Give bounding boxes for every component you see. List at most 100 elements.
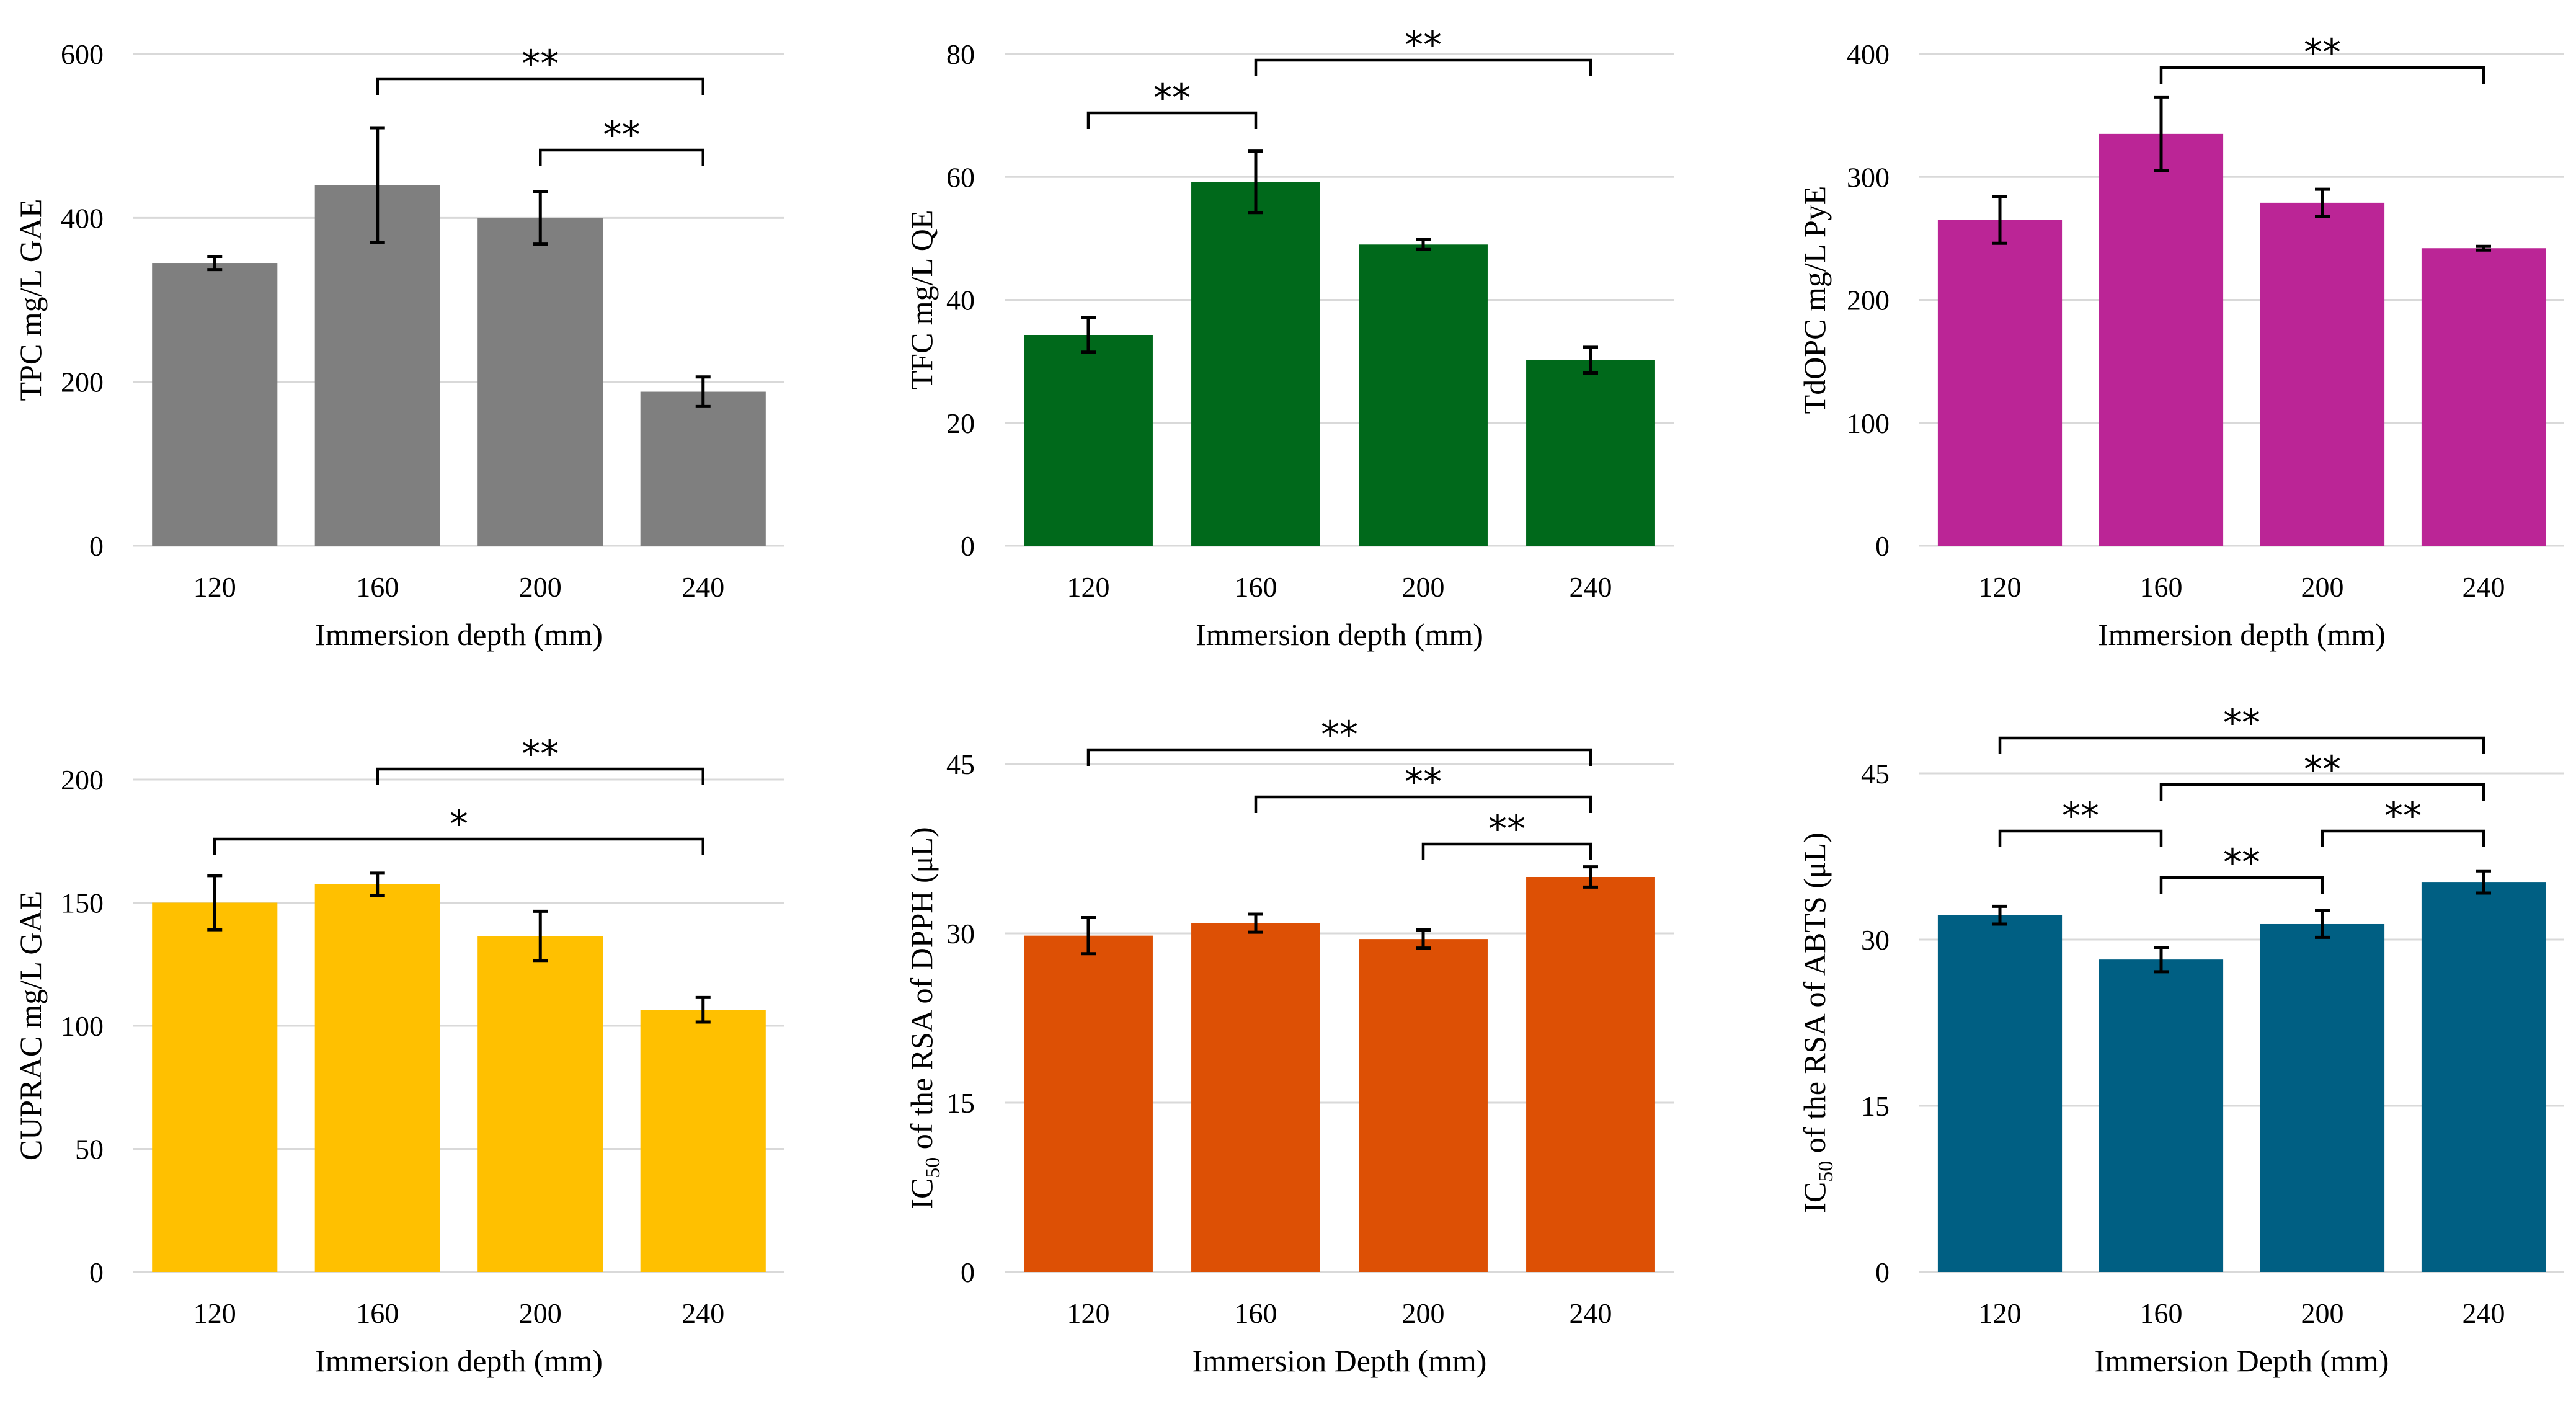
x-tick-label: 120: [1979, 571, 2022, 603]
x-tick-label: 200: [2301, 571, 2344, 603]
y-tick-label: 15: [1861, 1090, 1890, 1122]
bar: [477, 936, 603, 1272]
y-tick-label: 400: [61, 202, 104, 234]
bar: [477, 218, 603, 546]
x-axis-title: Immersion depth (mm): [315, 1343, 603, 1378]
y-tick-label: 600: [61, 38, 104, 70]
bar: [1359, 244, 1488, 546]
y-axis-title-suffix: of the RSA of ABTS (μL): [1797, 832, 1832, 1161]
y-tick-label: 50: [75, 1134, 104, 1165]
significance-bracket: [1086, 748, 1592, 766]
chart-tdopc: 0 100 200 300 400 120 160 200 240 Immersion depth…: [1797, 31, 2564, 652]
x-tick-label: 240: [2463, 571, 2505, 603]
chart-tfc: 0 20 40 60 80 120 160 200 240 Immersion depth (mm…: [904, 24, 1674, 652]
bar: [152, 263, 278, 546]
y-tick-label: 200: [61, 367, 104, 398]
bar: [1024, 335, 1153, 546]
significance-bracket: [376, 767, 704, 785]
y-tick-label: 200: [61, 764, 104, 796]
x-tick-label: 240: [682, 571, 724, 603]
y-axis-title: IC50 of the RSA of DPPH (μL): [904, 827, 944, 1209]
y-axis-title: TFC mg/L QE: [904, 210, 939, 390]
x-tick-label: 160: [1235, 1297, 1277, 1329]
y-tick-label: 80: [946, 38, 975, 70]
bar: [152, 902, 278, 1272]
significance-bracket: [2159, 66, 2485, 84]
chart-dpph: 0 15 30 45 120 160 200 240 Immersion Depth (mm) I…: [904, 713, 1674, 1378]
bar: [1024, 935, 1153, 1272]
significance-bracket: [1254, 58, 1592, 76]
y-tick-label: 300: [1847, 161, 1890, 193]
significance-bracket: [2321, 829, 2485, 847]
y-tick-label: 20: [946, 407, 975, 439]
x-tick-label: 240: [2463, 1297, 2505, 1329]
y-tick-label: 40: [946, 285, 975, 316]
y-axis-title-prefix: IC: [904, 1178, 939, 1209]
bar: [1191, 182, 1320, 546]
x-tick-label: 120: [1067, 571, 1110, 603]
x-tick-label: 200: [1402, 1297, 1445, 1329]
significance-label: **: [1153, 76, 1191, 120]
bar: [2260, 202, 2385, 546]
significance-label: **: [1405, 760, 1442, 804]
significance-label: **: [2223, 841, 2260, 884]
x-axis-title: Immersion depth (mm): [1196, 617, 1483, 652]
y-axis-title-subscript: 50: [922, 1157, 944, 1178]
bar: [1526, 360, 1655, 546]
y-tick-label: 15: [946, 1087, 975, 1119]
y-tick-label: 100: [61, 1010, 104, 1042]
x-tick-label: 240: [1570, 1297, 1612, 1329]
significance-label: **: [2223, 701, 2260, 745]
significance-label: *: [450, 803, 468, 846]
bar: [1359, 939, 1488, 1272]
y-tick-label: 150: [61, 887, 104, 919]
x-tick-label: 120: [193, 571, 236, 603]
x-axis-title: Immersion Depth (mm): [2095, 1343, 2389, 1378]
x-tick-label: 160: [356, 1297, 399, 1329]
y-tick-label: 100: [1847, 407, 1890, 439]
significance-label: **: [603, 113, 641, 157]
bar: [640, 391, 766, 546]
significance-label: **: [1488, 807, 1526, 851]
bar: [1526, 877, 1655, 1272]
significance-label: **: [522, 732, 559, 776]
bar: [2421, 248, 2546, 546]
y-tick-label: 0: [961, 530, 975, 562]
y-axis-title-suffix: of the RSA of DPPH (μL): [904, 827, 939, 1157]
significance-bracket: [1086, 111, 1258, 129]
x-tick-label: 160: [1235, 571, 1277, 603]
x-axis-title: Immersion depth (mm): [315, 617, 603, 652]
y-tick-label: 60: [946, 161, 975, 193]
significance-label: **: [522, 42, 559, 86]
significance-bracket: [1998, 829, 2163, 847]
y-tick-label: 400: [1847, 38, 1890, 70]
bar: [1191, 923, 1320, 1272]
x-tick-label: 160: [2140, 1297, 2183, 1329]
bar: [2099, 959, 2224, 1272]
x-tick-label: 200: [1402, 571, 1445, 603]
significance-label: **: [2384, 794, 2422, 838]
y-axis-title: CUPRAC mg/L GAE: [13, 891, 48, 1160]
bar: [2421, 882, 2546, 1272]
x-tick-label: 200: [2301, 1297, 2344, 1329]
y-tick-label: 30: [946, 918, 975, 950]
x-tick-label: 200: [519, 571, 562, 603]
significance-label: **: [2304, 748, 2341, 791]
significance-bracket: [2159, 876, 2324, 894]
significance-bracket: [376, 77, 704, 95]
significance-label: **: [1405, 24, 1442, 67]
x-tick-label: 240: [1570, 571, 1612, 603]
x-axis-title: Immersion Depth (mm): [1193, 1343, 1487, 1378]
bar: [640, 1010, 766, 1272]
significance-bracket: [1998, 736, 2485, 754]
y-axis-title: TdOPC mg/L PyE: [1797, 186, 1832, 414]
x-tick-label: 200: [519, 1297, 562, 1329]
x-tick-label: 240: [682, 1297, 724, 1329]
x-tick-label: 120: [193, 1297, 236, 1329]
significance-label: **: [1321, 713, 1358, 757]
y-tick-label: 0: [1875, 530, 1890, 562]
y-axis-title: TPC mg/L GAE: [13, 199, 48, 401]
bar: [314, 185, 440, 546]
significance-bracket: [213, 837, 704, 855]
